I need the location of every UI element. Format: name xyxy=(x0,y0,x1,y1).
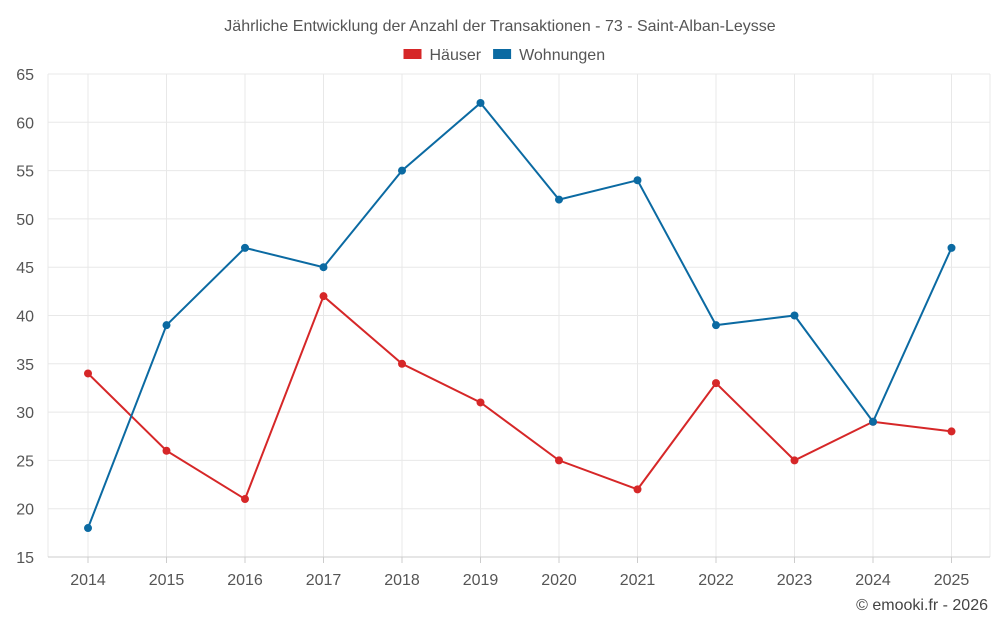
data-point[interactable] xyxy=(84,369,92,378)
y-tick-label: 45 xyxy=(16,260,34,277)
x-tick-label: 2025 xyxy=(934,572,970,589)
legend-item[interactable]: Wohnungen xyxy=(493,47,605,64)
legend-label: Häuser xyxy=(430,47,482,64)
data-point[interactable] xyxy=(398,359,406,368)
data-point[interactable] xyxy=(869,417,877,426)
grid xyxy=(47,73,991,558)
x-tick-label: 2014 xyxy=(70,572,106,589)
x-tick-label: 2017 xyxy=(306,572,342,589)
x-tick-label: 2016 xyxy=(227,572,263,589)
series-line xyxy=(87,101,953,529)
series-häuser xyxy=(84,292,956,504)
x-tick-label: 2022 xyxy=(698,572,734,589)
data-point[interactable] xyxy=(790,456,799,465)
data-point[interactable] xyxy=(319,263,328,272)
y-tick-label: 30 xyxy=(16,405,34,422)
credit-text: © emooki.fr - 2026 xyxy=(856,597,988,614)
legend: Häuser Wohnungen xyxy=(403,47,605,64)
x-tick-label: 2020 xyxy=(541,572,577,589)
data-point[interactable] xyxy=(947,243,956,252)
data-point[interactable] xyxy=(555,456,563,465)
x-tick-label: 2021 xyxy=(620,572,656,589)
x-tick-label: 2019 xyxy=(463,572,499,589)
data-point[interactable] xyxy=(790,311,799,320)
data-point[interactable] xyxy=(633,485,642,494)
x-tick-label: 2015 xyxy=(149,572,185,589)
data-point[interactable] xyxy=(476,98,485,107)
data-point[interactable] xyxy=(241,243,249,252)
y-tick-label: 50 xyxy=(16,212,34,229)
legend-item[interactable]: Häuser xyxy=(403,47,482,64)
y-tick-label: 20 xyxy=(16,502,34,519)
chart-title: Jährliche Entwicklung der Anzahl der Tra… xyxy=(224,18,776,35)
data-point[interactable] xyxy=(241,495,249,504)
series-line xyxy=(87,294,952,501)
data-point[interactable] xyxy=(947,427,956,436)
data-point[interactable] xyxy=(162,446,171,455)
x-tick-label: 2018 xyxy=(384,572,420,589)
data-point[interactable] xyxy=(84,524,92,533)
data-point[interactable] xyxy=(712,379,720,388)
data-point[interactable] xyxy=(555,195,563,204)
y-tick-label: 60 xyxy=(16,115,34,132)
series-wohnungen xyxy=(84,98,956,533)
data-point[interactable] xyxy=(633,176,642,185)
data-point[interactable] xyxy=(476,398,485,407)
legend-swatch xyxy=(403,49,422,59)
data-point[interactable] xyxy=(162,321,171,330)
y-tick-label: 40 xyxy=(16,309,34,326)
series-layer xyxy=(84,98,956,533)
y-tick-label: 25 xyxy=(16,453,34,470)
data-point[interactable] xyxy=(319,292,328,301)
data-point[interactable] xyxy=(398,166,406,175)
x-tick-label: 2024 xyxy=(855,572,891,589)
data-point[interactable] xyxy=(712,321,720,330)
y-tick-label: 15 xyxy=(16,550,34,567)
y-tick-label: 55 xyxy=(16,164,34,181)
legend-swatch xyxy=(493,49,512,59)
y-tick-label: 65 xyxy=(16,67,34,84)
x-tick-label: 2023 xyxy=(777,572,813,589)
y-tick-label: 35 xyxy=(16,357,34,374)
legend-label: Wohnungen xyxy=(519,47,605,64)
